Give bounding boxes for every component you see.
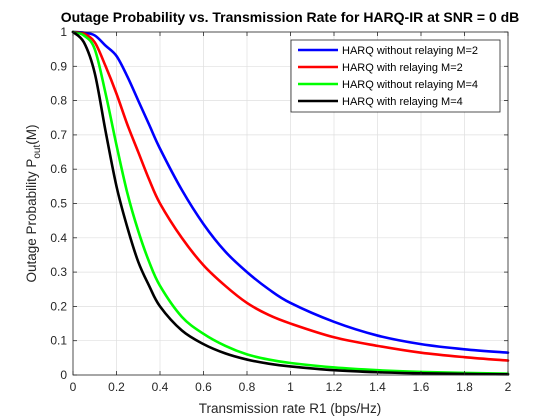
y-axis-label: Outage Probability Pout(M) (24, 125, 43, 283)
x-tick-label: 0 (70, 380, 77, 394)
x-tick-label: 1 (287, 380, 294, 394)
y-tick-label: 0.5 (50, 197, 67, 211)
series-lines (71, 30, 510, 376)
y-tick-label: 0.9 (50, 59, 67, 73)
series-line (71, 30, 510, 362)
x-tick-label: 1.8 (456, 380, 473, 394)
x-tick-label: 0.2 (108, 380, 125, 394)
x-tick-label: 0.6 (195, 380, 212, 394)
series-line (71, 30, 510, 354)
legend: HARQ without relaying M=2 HARQ with relay… (290, 39, 501, 113)
x-tick-label: 2 (505, 380, 512, 394)
axis-ticks: 0 0.2 0.4 0.6 0.8 1 1.2 1.4 1.6 1.8 2 0 0.1 0.2 0.3 0.4… (50, 25, 511, 394)
y-axis-label-prefix: Outage Probability P (24, 159, 39, 283)
y-tick-label: 0.8 (50, 94, 67, 108)
y-axis-label-suffix: (M) (24, 125, 39, 145)
y-tick-label: 1 (60, 25, 67, 39)
y-tick-label: 0.7 (50, 128, 67, 142)
legend-label: HARQ without relaying M=2 (342, 45, 478, 57)
series-line (71, 30, 510, 375)
x-tick-label: 1.2 (326, 380, 343, 394)
x-tick-label: 1.6 (413, 380, 430, 394)
y-axis-label-subscript: out (32, 145, 43, 159)
y-tick-label: 0.3 (50, 265, 67, 279)
x-tick-label: 1.4 (369, 380, 386, 394)
x-axis-label: Transmission rate R1 (bps/Hz) (199, 401, 382, 416)
series-line (71, 30, 510, 376)
legend-label: HARQ with relaying M=4 (342, 96, 463, 108)
y-tick-label: 0.6 (50, 162, 67, 176)
y-tick-label: 0.1 (50, 334, 67, 348)
legend-label: HARQ with relaying M=2 (342, 62, 463, 74)
y-tick-label: 0.4 (50, 231, 67, 245)
chart-title: Outage Probability vs. Transmission Rate… (61, 9, 520, 25)
legend-label: HARQ without relaying M=4 (342, 79, 478, 91)
x-tick-label: 0.8 (239, 380, 256, 394)
x-tick-label: 0.4 (152, 380, 169, 394)
y-tick-label: 0.2 (50, 299, 67, 313)
y-tick-label: 0 (60, 368, 67, 382)
